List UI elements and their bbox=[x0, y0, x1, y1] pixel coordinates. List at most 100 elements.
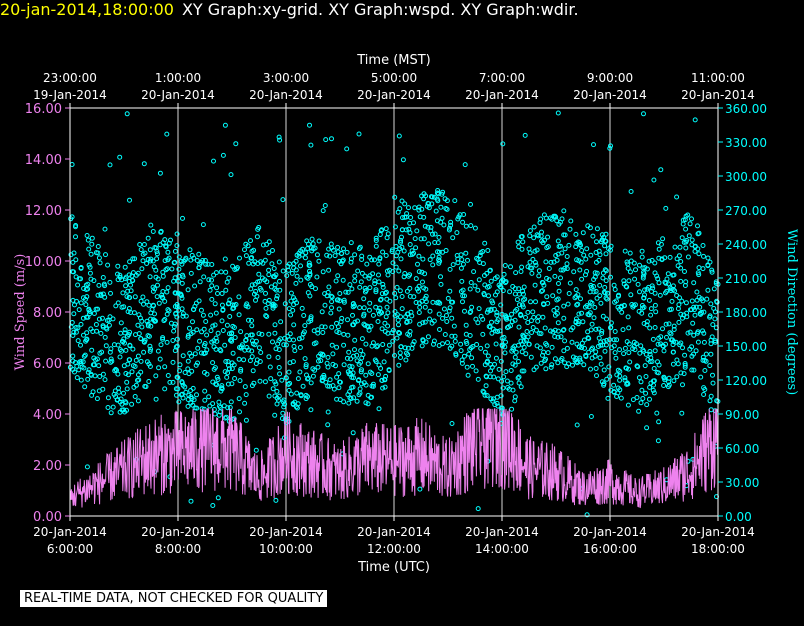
wind-direction-point bbox=[516, 374, 522, 380]
wind-direction-point bbox=[230, 323, 236, 329]
wind-direction-point bbox=[272, 322, 278, 328]
wind-direction-point bbox=[320, 269, 326, 275]
wind-direction-point bbox=[635, 364, 641, 370]
wind-direction-point bbox=[156, 300, 162, 306]
wind-direction-point bbox=[359, 257, 365, 262]
wind-direction-point bbox=[628, 189, 634, 194]
wind-direction-point bbox=[277, 278, 282, 284]
wind-direction-point bbox=[71, 311, 77, 317]
wind-direction-point bbox=[504, 378, 510, 384]
wind-direction-point bbox=[367, 300, 373, 306]
wind-direction-point bbox=[494, 310, 500, 316]
wind-direction-point bbox=[210, 360, 216, 366]
wind-direction-point bbox=[601, 338, 607, 344]
wind-direction-point bbox=[486, 293, 491, 299]
wind-direction-point bbox=[122, 264, 128, 270]
wind-direction-point bbox=[334, 344, 340, 350]
wind-direction-point bbox=[167, 379, 173, 385]
wind-direction-point bbox=[700, 354, 706, 360]
wind-direction-point bbox=[355, 268, 361, 274]
wind-direction-point bbox=[132, 394, 138, 399]
top-tick-time: 23:00:00 bbox=[43, 71, 97, 85]
wind-direction-point bbox=[359, 253, 365, 259]
wind-direction-point bbox=[555, 334, 561, 340]
wind-direction-point bbox=[528, 318, 534, 324]
wind-direction-point bbox=[593, 250, 599, 255]
wind-direction-point bbox=[518, 269, 524, 274]
wind-direction-point bbox=[177, 368, 182, 374]
wind-direction-point bbox=[162, 317, 168, 322]
wind-direction-point bbox=[372, 281, 378, 287]
wind-direction-point bbox=[128, 282, 133, 288]
left-tick-label: 4.00 bbox=[33, 408, 62, 423]
wind-direction-point bbox=[548, 364, 554, 370]
wind-direction-point bbox=[107, 162, 113, 168]
wind-direction-point bbox=[120, 290, 126, 296]
wind-direction-point bbox=[538, 331, 544, 337]
wind-direction-point bbox=[544, 275, 550, 281]
wind-direction-point bbox=[341, 362, 347, 368]
wind-direction-point bbox=[666, 321, 672, 327]
wind-direction-point bbox=[667, 285, 673, 291]
wind-direction-point bbox=[115, 271, 120, 277]
wind-direction-point bbox=[417, 321, 423, 327]
wind-direction-point bbox=[329, 299, 335, 305]
right-tick-label: 90.00 bbox=[725, 408, 759, 422]
wind-direction-point bbox=[236, 396, 242, 402]
wind-direction-point bbox=[526, 341, 532, 347]
wind-direction-point bbox=[369, 343, 375, 349]
wind-direction-point bbox=[88, 371, 94, 377]
wind-direction-point bbox=[407, 220, 413, 226]
wind-direction-point bbox=[74, 375, 80, 381]
wind-direction-point bbox=[181, 258, 187, 264]
wind-direction-point bbox=[549, 362, 555, 368]
wind-direction-point bbox=[435, 240, 441, 246]
wind-direction-point bbox=[389, 247, 395, 253]
wind-direction-point bbox=[617, 377, 623, 383]
wind-direction-point bbox=[483, 373, 489, 379]
wind-direction-point bbox=[95, 250, 101, 256]
wind-direction-point bbox=[96, 282, 102, 288]
wind-direction-point bbox=[593, 326, 599, 332]
wind-direction-point bbox=[127, 197, 132, 203]
wind-direction-point bbox=[382, 384, 388, 390]
wind-direction-point bbox=[644, 425, 650, 431]
wind-direction-point bbox=[638, 379, 644, 385]
wind-direction-point bbox=[95, 292, 101, 298]
wind-direction-point bbox=[70, 333, 76, 338]
wind-direction-point bbox=[78, 321, 84, 327]
wind-direction-point bbox=[430, 299, 436, 305]
bottom-tick-date: 20-Jan-2014 bbox=[141, 525, 215, 539]
wind-direction-point bbox=[288, 298, 294, 304]
wind-direction-point bbox=[73, 257, 79, 263]
wind-direction-point bbox=[702, 368, 708, 373]
wind-direction-point bbox=[638, 400, 644, 406]
wind-direction-point bbox=[103, 358, 109, 364]
wind-direction-point bbox=[634, 363, 640, 369]
wind-direction-point bbox=[382, 290, 388, 296]
wind-direction-point bbox=[223, 414, 229, 420]
wind-direction-point bbox=[663, 321, 669, 327]
wind-direction-point bbox=[248, 238, 253, 244]
wind-direction-point bbox=[291, 322, 297, 328]
wind-direction-point bbox=[599, 331, 605, 336]
wind-direction-point bbox=[341, 299, 347, 305]
wind-direction-point bbox=[291, 337, 296, 343]
wind-direction-point bbox=[468, 223, 474, 229]
wind-direction-point bbox=[225, 359, 231, 364]
wind-direction-point bbox=[266, 331, 272, 337]
wind-direction-point bbox=[77, 359, 83, 365]
wind-direction-point bbox=[139, 324, 145, 330]
wind-direction-point bbox=[620, 327, 626, 333]
wind-direction-point bbox=[597, 355, 603, 361]
wind-direction-point bbox=[628, 292, 634, 298]
wind-direction-point bbox=[68, 324, 74, 330]
wind-direction-point bbox=[584, 512, 590, 518]
wind-direction-point bbox=[260, 242, 266, 248]
wind-direction-point bbox=[185, 403, 191, 409]
right-tick-label: 240.00 bbox=[725, 238, 767, 252]
wind-direction-point bbox=[258, 350, 264, 355]
wind-direction-point bbox=[369, 383, 375, 389]
wind-direction-point bbox=[689, 367, 695, 373]
bottom-tick-time: 6:00:00 bbox=[47, 542, 93, 556]
